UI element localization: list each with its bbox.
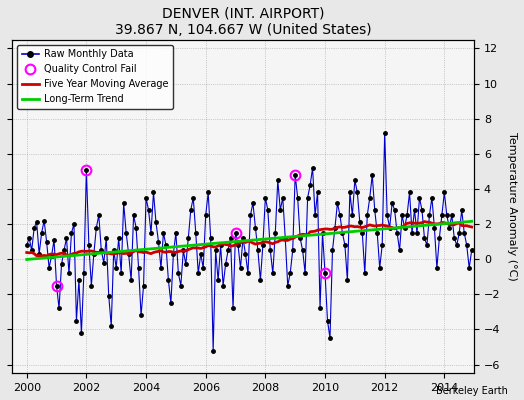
Text: Berkeley Earth: Berkeley Earth: [436, 386, 508, 396]
Title: DENVER (INT. AIRPORT)
39.867 N, 104.667 W (United States): DENVER (INT. AIRPORT) 39.867 N, 104.667 …: [115, 7, 372, 37]
Legend: Raw Monthly Data, Quality Control Fail, Five Year Moving Average, Long-Term Tren: Raw Monthly Data, Quality Control Fail, …: [17, 44, 173, 109]
Y-axis label: Temperature Anomaly (°C): Temperature Anomaly (°C): [507, 132, 517, 281]
